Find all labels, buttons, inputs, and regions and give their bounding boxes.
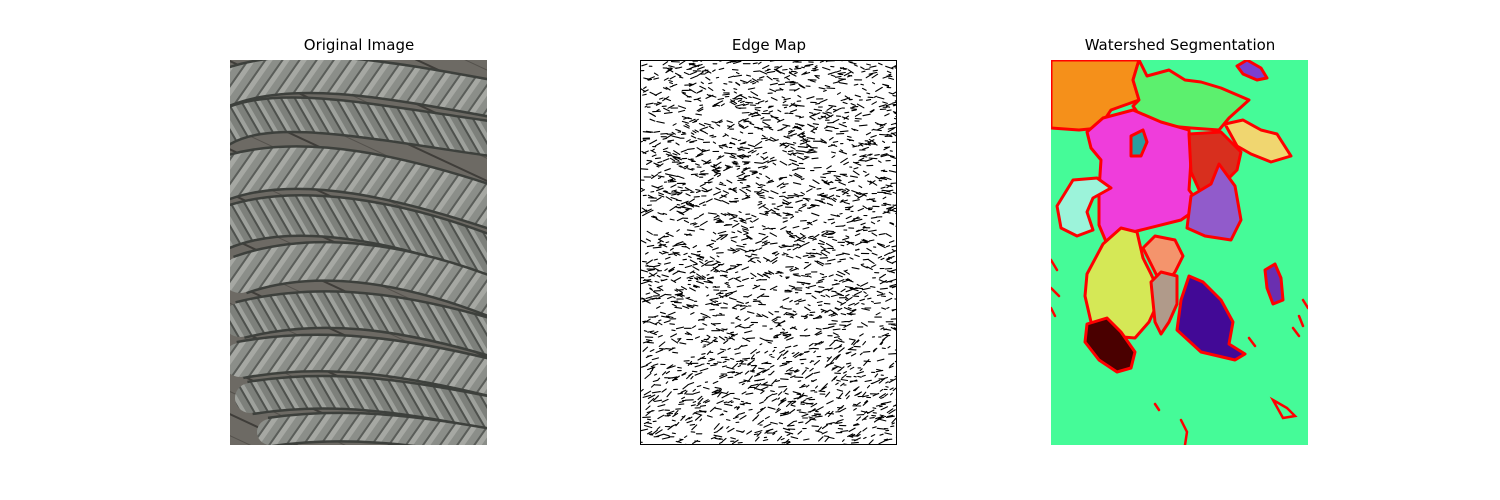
rope-photo (230, 60, 487, 445)
segment-dark-purple (1175, 274, 1247, 362)
original-image (230, 60, 487, 445)
segment-mint (1055, 176, 1113, 238)
segment-gray-strip (1149, 270, 1179, 336)
edge-map (640, 60, 897, 445)
boundary-fragments (1051, 258, 1308, 445)
panel-edge-map: Edge Map (640, 0, 898, 500)
edge-strokes (640, 60, 897, 445)
segment-top-right-spot (1235, 60, 1269, 82)
segment-dark-red (1083, 316, 1137, 374)
segment-teal (1129, 128, 1149, 158)
panel-original-image: Original Image (230, 0, 488, 500)
segment-small-purple (1263, 262, 1285, 306)
segmentation-map (1051, 60, 1308, 445)
edge-map-image (640, 60, 897, 445)
rope-coils (230, 60, 487, 445)
segmentation-image (1051, 60, 1308, 445)
panel-title: Original Image (303, 36, 415, 54)
segment-yellow-tan (1223, 118, 1293, 164)
segment-purple (1185, 162, 1243, 242)
panel-title: Edge Map (731, 36, 807, 54)
panel-title: Watershed Segmentation (1084, 36, 1276, 54)
panel-watershed-segmentation: Watershed Segmentation (1051, 0, 1309, 500)
